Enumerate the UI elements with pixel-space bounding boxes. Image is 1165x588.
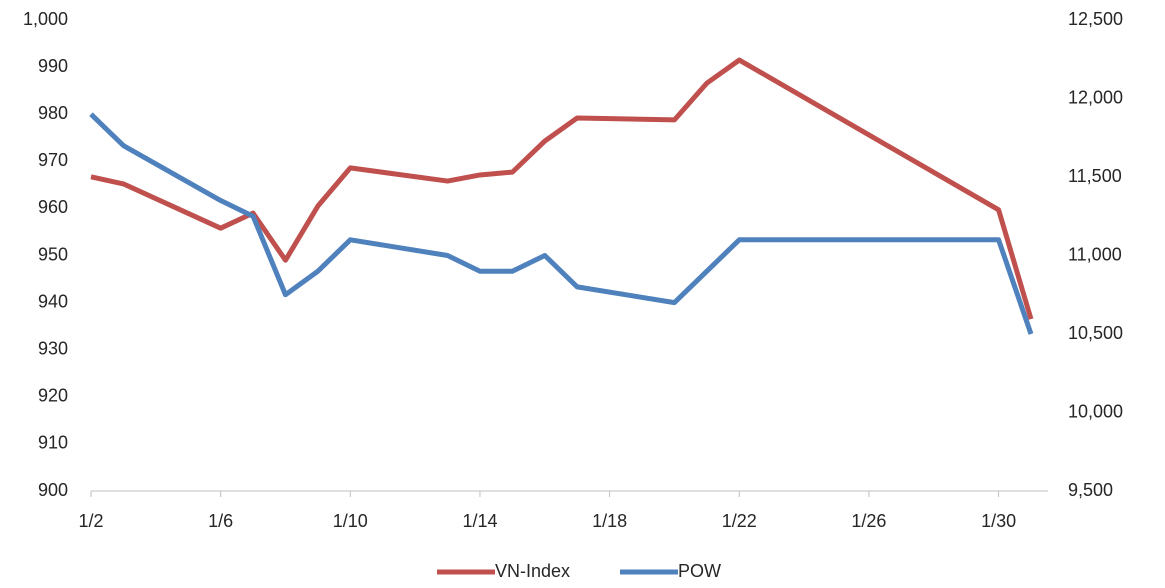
y-tick-label: 990 [38,56,68,76]
x-tick-label: 1/2 [78,511,103,531]
y-tick-label: 980 [38,103,68,123]
line [89,112,1034,335]
y-tick-label: 970 [38,150,68,170]
x-tick-label: 1/18 [592,511,627,531]
x-tick-label: 1/10 [333,511,368,531]
line [90,57,1034,320]
y2-tick-label: 12,000 [1068,87,1123,107]
y2-tick-label: 9,500 [1068,480,1113,500]
y2-tick-label: 12,500 [1068,9,1123,29]
legend-label: POW [678,561,721,581]
x-tick-label: 1/14 [462,511,497,531]
y-tick-label: 960 [38,197,68,217]
y2-tick-label: 10,000 [1068,401,1123,421]
x-tick-label: 1/26 [851,511,886,531]
x-tick-label: 1/22 [722,511,757,531]
x-tick-label: 1/30 [981,511,1016,531]
y-tick-label: 910 [38,433,68,453]
y2-tick-label: 11,000 [1068,244,1122,264]
y-tick-label: 950 [38,244,68,264]
y-tick-label: 940 [38,291,68,311]
y-tick-label: 920 [38,386,68,406]
y-tick-label: 900 [38,480,68,500]
y-tick-label: 1,000 [23,9,68,29]
y2-tick-label: 10,500 [1068,323,1123,343]
y2-tick-label: 11,500 [1068,166,1122,186]
x-tick-label: 1/6 [208,511,233,531]
legend-label: VN-Index [495,561,570,581]
y-tick-label: 930 [38,338,68,358]
